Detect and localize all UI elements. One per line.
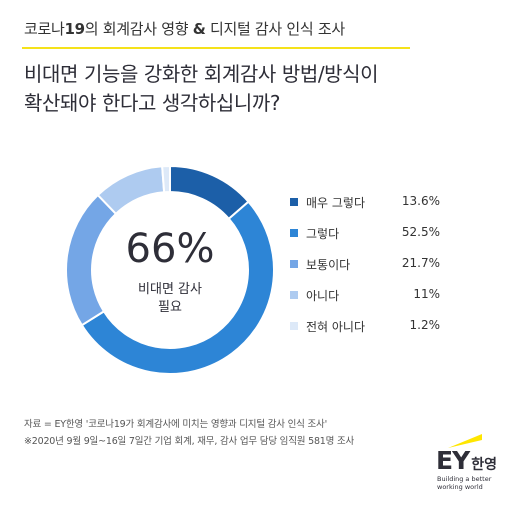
legend-swatch <box>290 322 298 330</box>
ey-beam-icon <box>448 434 482 448</box>
ey-wordmark: EY 한영 <box>436 446 497 475</box>
donut-slice-3 <box>65 193 118 327</box>
legend-value: 52.5% <box>401 225 440 239</box>
legend-value: 1.2% <box>409 318 441 332</box>
legend-label: 아니다 <box>306 289 340 303</box>
legend-item: 그렇다 52.5% <box>290 225 440 256</box>
center-value: 66% <box>126 226 215 272</box>
legend-label: 그렇다 <box>306 227 340 241</box>
donut-slice-5 <box>161 164 171 194</box>
donut-slice-2 <box>80 200 275 375</box>
legend-item: 전혀 아니다 1.2% <box>290 318 440 349</box>
legend-value: 13.6% <box>401 194 440 208</box>
question-line-2: 확산돼야 한다고 생각하십니까? <box>24 91 281 115</box>
chart-legend: 매우 그렇다 13.6% 그렇다 52.5% 보통이다 21.7% 아니다 11… <box>290 194 440 349</box>
legend-swatch <box>290 198 298 206</box>
center-label-line-2: 필요 <box>158 300 182 315</box>
legend-label: 전혀 아니다 <box>306 320 366 334</box>
yellow-divider <box>22 47 410 49</box>
legend-item: 매우 그렇다 13.6% <box>290 194 440 225</box>
footnote-source: 자료 = EY한영 '코로나19가 회계감사에 미치는 영향과 디지털 감사 인… <box>24 419 327 430</box>
legend-item: 보통이다 21.7% <box>290 256 440 287</box>
donut-chart: 66% 비대면 감사 필요 <box>65 164 275 375</box>
ey-tagline: Building a better working world <box>437 475 492 491</box>
donut-slice-4 <box>96 165 166 216</box>
center-label-line-1: 비대면 감사 <box>138 282 202 297</box>
ey-logo: EY 한영 Building a better working world <box>436 418 497 498</box>
legend-item: 아니다 11% <box>290 287 440 318</box>
legend-swatch <box>290 229 298 237</box>
source-footnote: 자료 = EY한영 '코로나19가 회계감사에 미치는 영향과 디지털 감사 인… <box>24 416 354 450</box>
survey-topic: 코로나19의 회계감사 영향 & 디지털 감사 인식 조사 <box>24 20 345 38</box>
survey-question: 비대면 기능을 강화한 회계감사 방법/방식이 확산돼야 한다고 생각하십니까? <box>24 60 464 118</box>
legend-value: 11% <box>413 287 440 301</box>
footnote-method: ※2020년 9월 9일~16일 7일간 기업 회계, 재무, 감사 업무 담당… <box>24 436 355 447</box>
legend-value: 21.7% <box>401 256 440 270</box>
question-line-1: 비대면 기능을 강화한 회계감사 방법/방식이 <box>24 62 379 86</box>
legend-swatch <box>290 260 298 268</box>
legend-label: 보통이다 <box>306 258 351 272</box>
legend-swatch <box>290 291 298 299</box>
legend-label: 매우 그렇다 <box>306 196 366 210</box>
